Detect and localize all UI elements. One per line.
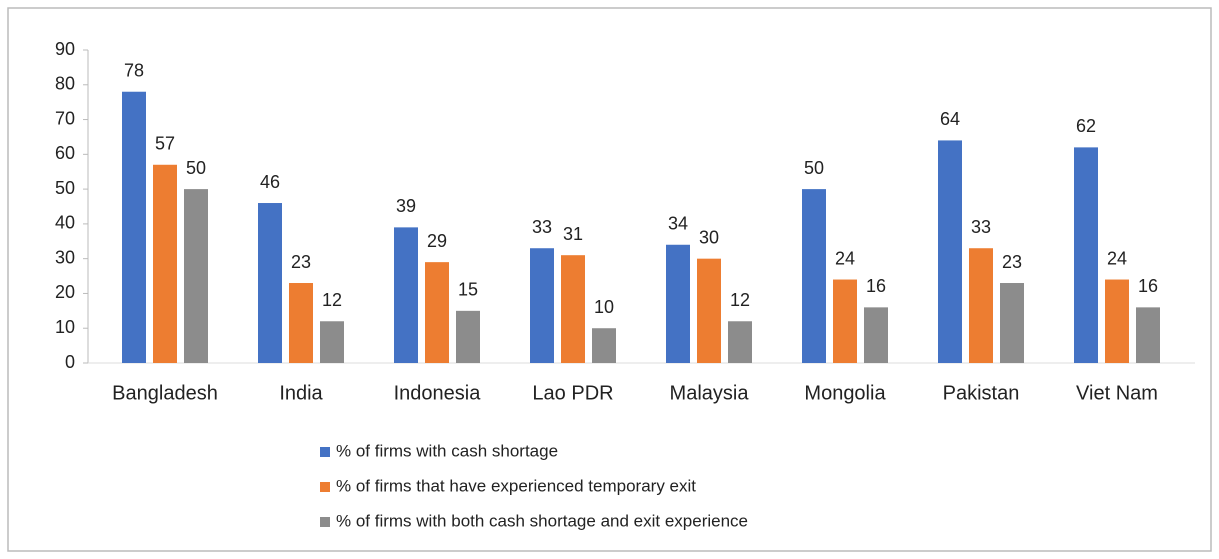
bar	[728, 321, 752, 363]
data-label: 50	[804, 158, 824, 178]
legend-label: % of firms with cash shortage	[336, 441, 558, 460]
x-tick-label: Pakistan	[943, 382, 1020, 404]
y-tick-label: 50	[55, 178, 75, 198]
bar	[258, 203, 282, 363]
bar	[456, 310, 480, 363]
bar	[289, 283, 313, 363]
data-label: 16	[866, 276, 886, 296]
bar	[425, 262, 449, 363]
bar	[864, 307, 888, 363]
y-tick-label: 60	[55, 143, 75, 163]
data-label: 30	[699, 227, 719, 247]
y-tick-label: 40	[55, 213, 75, 233]
data-label: 57	[155, 134, 175, 154]
legend-label: % of firms that have experienced tempora…	[336, 476, 696, 495]
legend-label: % of firms with both cash shortage and e…	[336, 511, 748, 530]
x-tick-label: India	[279, 382, 323, 404]
bar	[666, 244, 690, 363]
bar	[184, 189, 208, 363]
data-label: 24	[1107, 248, 1127, 268]
y-tick-label: 10	[55, 317, 75, 337]
x-tick-label: Mongolia	[804, 382, 886, 404]
data-label: 33	[971, 217, 991, 237]
data-label: 23	[1002, 252, 1022, 272]
x-tick-label: Indonesia	[394, 382, 482, 404]
y-tick-label: 70	[55, 108, 75, 128]
bar	[1074, 147, 1098, 363]
legend-swatch	[320, 482, 330, 492]
bar	[1105, 279, 1129, 363]
y-tick-label: 30	[55, 247, 75, 267]
bar	[833, 279, 857, 363]
y-tick-label: 20	[55, 282, 75, 302]
bar	[561, 255, 585, 363]
bar	[530, 248, 554, 363]
data-label: 50	[186, 158, 206, 178]
bar	[697, 258, 721, 363]
data-label: 33	[532, 217, 552, 237]
data-label: 46	[260, 172, 280, 192]
bar	[592, 328, 616, 363]
bar	[969, 248, 993, 363]
data-label: 15	[458, 280, 478, 300]
data-label: 16	[1138, 276, 1158, 296]
x-tick-label: Viet Nam	[1076, 382, 1158, 404]
bar	[1000, 283, 1024, 363]
x-tick-label: Bangladesh	[112, 382, 218, 404]
x-tick-label: Malaysia	[670, 382, 750, 404]
data-label: 24	[835, 248, 855, 268]
data-label: 39	[396, 196, 416, 216]
data-label: 31	[563, 224, 583, 244]
data-label: 34	[668, 214, 688, 234]
data-label: 29	[427, 231, 447, 251]
bar	[802, 189, 826, 363]
data-label: 12	[730, 290, 750, 310]
bar	[394, 227, 418, 363]
data-label: 10	[594, 297, 614, 317]
y-tick-label: 0	[65, 352, 75, 372]
legend-swatch	[320, 447, 330, 457]
data-label: 78	[124, 60, 144, 80]
data-label: 12	[322, 290, 342, 310]
bar	[938, 140, 962, 363]
legend-swatch	[320, 517, 330, 527]
y-tick-label: 90	[55, 39, 75, 59]
bar	[153, 164, 177, 363]
x-tick-label: Lao PDR	[532, 382, 613, 404]
bar	[320, 321, 344, 363]
data-label: 23	[291, 252, 311, 272]
data-label: 62	[1076, 116, 1096, 136]
y-tick-label: 80	[55, 74, 75, 94]
bar	[122, 91, 146, 363]
chart-border	[7, 7, 1212, 552]
data-label: 64	[940, 109, 960, 129]
bar	[1136, 307, 1160, 363]
